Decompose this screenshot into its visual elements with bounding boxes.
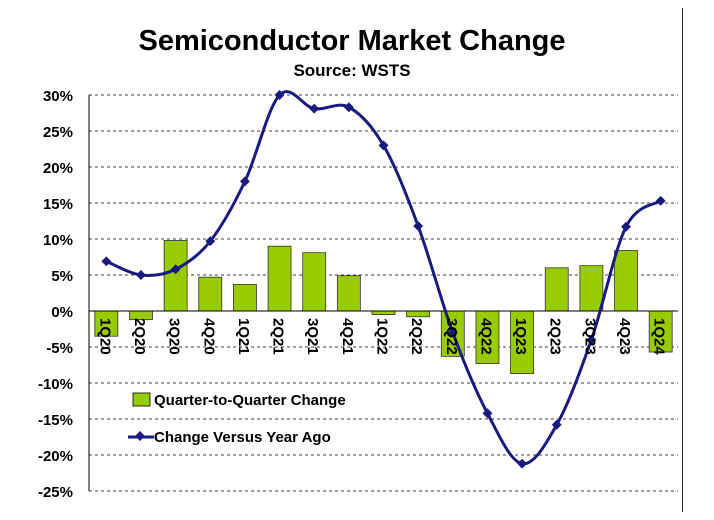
legend-line-marker (135, 431, 145, 441)
x-tick-label: 1Q20 (96, 318, 113, 355)
y-tick-label: 30% (43, 88, 73, 105)
y-tick-label: 20% (43, 160, 73, 177)
x-tick-label: 4Q22 (477, 318, 494, 355)
yoy-marker (170, 264, 181, 275)
x-tick-label: 1Q22 (374, 318, 391, 355)
yoy-marker (621, 221, 631, 232)
y-tick-label: -20% (38, 448, 73, 465)
x-tick-label: 3Q23 (581, 318, 598, 355)
x-tick-label: 2Q21 (270, 318, 287, 355)
legend-bar-swatch (132, 392, 151, 407)
x-tick-label: 4Q23 (616, 318, 633, 355)
bar (302, 252, 327, 312)
legend-line-label: Change Versus Year Ago (154, 429, 331, 446)
y-tick-label: 25% (43, 124, 73, 141)
x-tick-label: 1Q24 (651, 318, 668, 355)
x-tick-label: 3Q22 (443, 318, 460, 355)
y-tick-label: 15% (43, 196, 73, 213)
x-tick-label: 3Q21 (304, 318, 321, 355)
y-tick-label: 0% (51, 304, 73, 321)
x-tick-label: 2Q22 (408, 318, 425, 355)
y-tick-label: -5% (46, 340, 73, 357)
y-tick-label: 5% (51, 268, 73, 285)
yoy-line (101, 90, 666, 469)
yoy-marker (655, 195, 666, 206)
legend: Quarter-to-Quarter Change Change Versus … (128, 392, 346, 446)
x-axis-labels: 1Q20 2Q20 3Q20 4Q20 1Q21 2Q21 3Q21 4Q21 1Q22 2Q22… (96, 318, 667, 355)
legend-bar-label: Quarter-to-Quarter Change (154, 392, 346, 409)
yoy-marker (378, 140, 389, 151)
yoy-marker (205, 236, 216, 247)
x-tick-label: 4Q21 (339, 318, 356, 355)
x-tick-label: 1Q21 (235, 318, 252, 355)
bar (336, 275, 361, 312)
yoy-marker (413, 221, 424, 231)
x-tick-label: 4Q20 (200, 318, 217, 355)
yoy-marker (551, 419, 562, 430)
bar (163, 240, 188, 312)
bar (233, 283, 257, 312)
bar (406, 310, 431, 318)
x-tick-label: 2Q23 (547, 318, 564, 355)
y-tick-label: -15% (38, 412, 73, 429)
yoy-marker (239, 176, 250, 187)
right-border (682, 8, 683, 512)
yoy-marker (482, 408, 493, 419)
y-axis-ticks: 30% 25% 20% 15% 10% 5% 0% -5% -10% -15% -20% -25% (38, 88, 73, 501)
bar (267, 245, 292, 312)
chart-subtitle: Source: WSTS (293, 61, 410, 80)
y-tick-label: -10% (38, 376, 73, 393)
x-tick-label: 3Q20 (166, 318, 183, 355)
yoy-marker (447, 327, 458, 338)
bar (371, 310, 396, 315)
yoy-marker (136, 270, 146, 280)
x-tick-label: 1Q23 (512, 318, 529, 355)
y-tick-label: 10% (43, 232, 73, 249)
bar (614, 250, 638, 312)
yoy-marker (101, 256, 112, 267)
bar (198, 276, 223, 312)
yoy-marker (517, 458, 528, 469)
chart-title: Semiconductor Market Change (138, 25, 565, 57)
bars (89, 240, 678, 375)
y-tick-label: -25% (38, 484, 73, 501)
bar (544, 267, 569, 312)
bar (579, 265, 604, 312)
x-tick-label: 2Q20 (131, 318, 148, 355)
yoy-marker (309, 103, 320, 114)
yoy-marker (586, 334, 597, 345)
